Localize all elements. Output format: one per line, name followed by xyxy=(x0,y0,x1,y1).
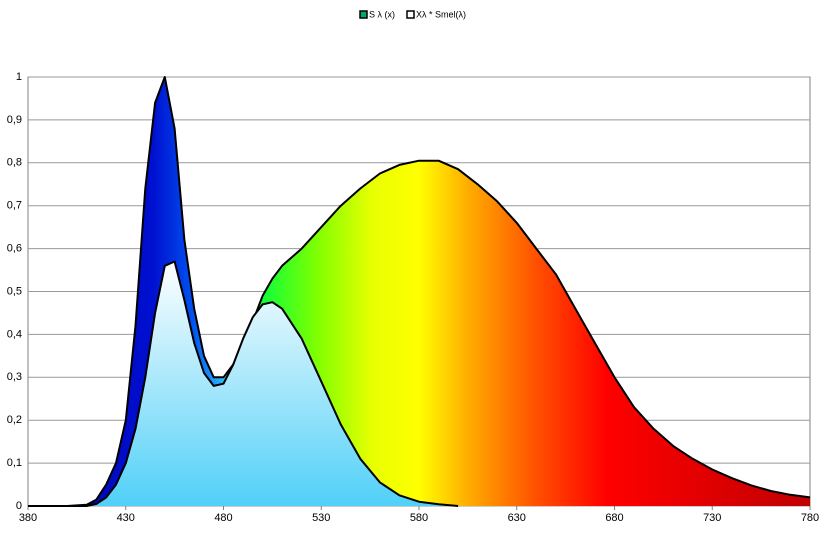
y-tick-label: 0,3 xyxy=(7,371,22,383)
y-tick-label: 0,4 xyxy=(7,328,22,340)
x-tick-label: 630 xyxy=(508,512,526,524)
x-tick-label: 430 xyxy=(117,512,135,524)
y-tick-label: 0,9 xyxy=(7,114,22,126)
y-tick-label: 0,7 xyxy=(7,200,22,212)
legend-marker xyxy=(359,10,368,19)
legend-label: S λ (x) xyxy=(369,9,395,19)
area-fill xyxy=(28,261,459,506)
x-tick-label: 680 xyxy=(605,512,623,524)
y-tick-label: 0,6 xyxy=(7,243,22,255)
y-tick-label: 0 xyxy=(16,500,22,512)
x-tick-label: 530 xyxy=(312,512,330,524)
x-tick-label: 380 xyxy=(19,512,37,524)
x-tick-label: 580 xyxy=(410,512,428,524)
plot-area: 0 0,1 0,2 0,3 0,4 0,5 0,6 0,7 0,8 0,9 1 380 430 480 53… xyxy=(7,71,819,524)
legend-label: Xλ * Smel(λ) xyxy=(416,9,466,19)
y-tick-label: 0,2 xyxy=(7,414,22,426)
area-line xyxy=(28,76,811,507)
legend: S λ (x) Xλ * Smel(λ) xyxy=(359,9,466,19)
y-tick-label: 0,8 xyxy=(7,157,22,169)
x-tick-label: 730 xyxy=(703,512,721,524)
x-tick-label: 780 xyxy=(801,512,819,524)
y-tick-label: 0,5 xyxy=(7,285,22,297)
y-tick-label: 1 xyxy=(16,71,22,83)
area-line xyxy=(28,260,459,507)
y-tick-label: 0,1 xyxy=(7,457,22,469)
x-tick-label: 480 xyxy=(214,512,232,524)
legend-marker xyxy=(406,10,415,19)
